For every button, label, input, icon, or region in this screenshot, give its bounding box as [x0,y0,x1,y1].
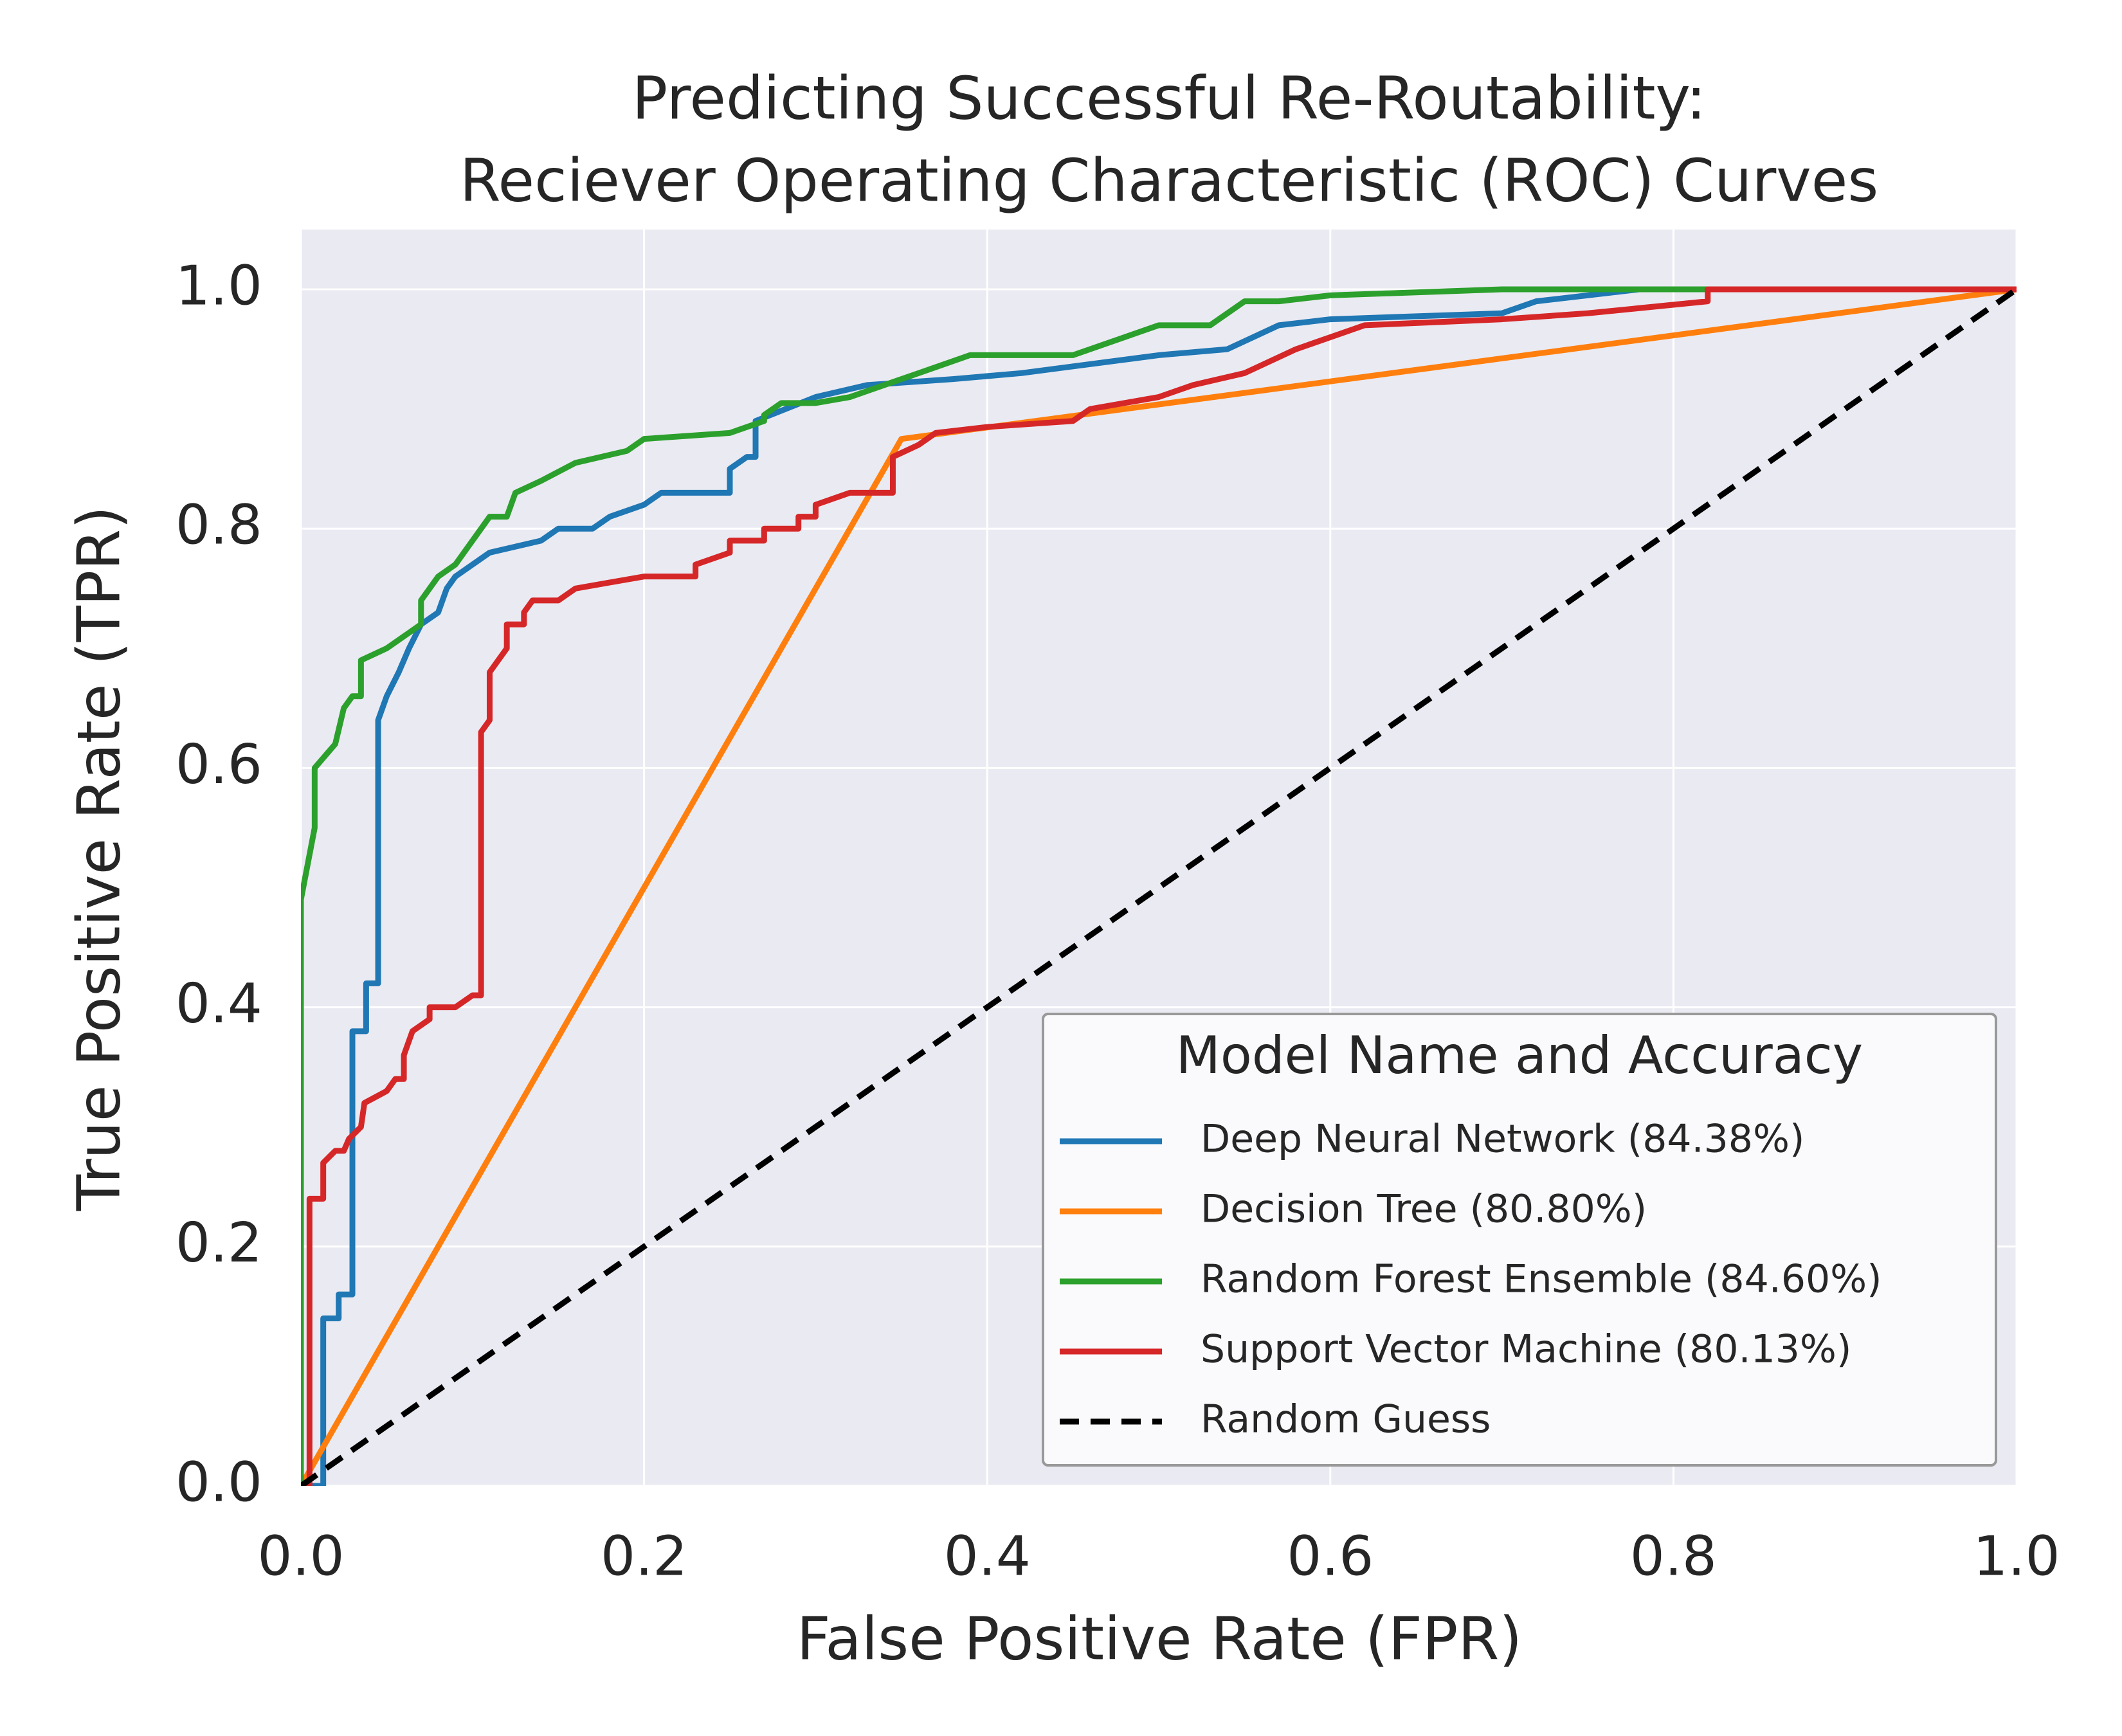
y-tick-label: 0.6 [176,733,262,797]
x-tick-label: 0.2 [601,1524,687,1588]
roc-curve [301,286,2017,1486]
x-tick-label: 0.4 [944,1524,1031,1588]
legend-label: Support Vector Machine (80.13%) [1201,1327,1851,1372]
roc-curve [301,287,2017,1486]
x-axis-label: False Positive Rate (FPR) [797,1604,1522,1673]
legend-label: Random Guess [1201,1397,1491,1442]
y-tick-label: 1.0 [176,254,262,318]
legend-title: Model Name and Accuracy [1176,1026,1863,1085]
legend-label: Decision Tree (80.80%) [1201,1187,1647,1232]
y-tick-label: 0.8 [176,494,262,557]
x-tick-label: 0.8 [1630,1524,1717,1588]
roc-curve [301,286,2017,1486]
y-tick-label: 0.2 [176,1211,262,1275]
chart-title: Reciever Operating Characteristic (ROC) … [460,146,1879,215]
roc-curve [301,286,2017,1486]
y-tick-label: 0.4 [176,972,262,1036]
chart-title: Predicting Successful Re-Routability: [632,64,1707,132]
legend-box [1042,1013,1997,1467]
x-tick-label: 1.0 [1973,1524,2060,1588]
legend-label: Deep Neural Network (84.38%) [1201,1117,1804,1162]
x-tick-label: 0.0 [257,1524,344,1588]
x-tick-label: 0.6 [1287,1524,1374,1588]
legend-label: Random Forest Ensemble (84.60%) [1201,1257,1882,1302]
y-axis-label: True Positive Rate (TPR) [64,506,133,1211]
y-tick-label: 0.0 [176,1451,262,1514]
roc-curve [301,286,2017,1486]
